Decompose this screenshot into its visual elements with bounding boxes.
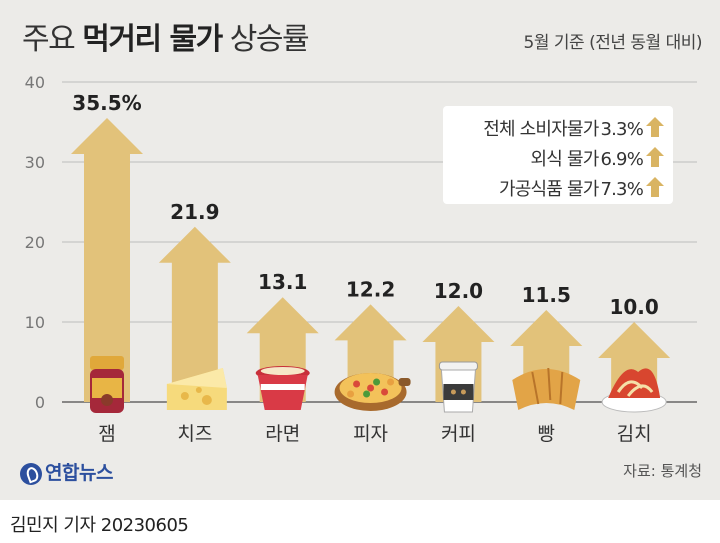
title-normal: 주요: [22, 22, 76, 57]
bar-chart: 0 10 20 30 40 35.5% 잼 21.9 치즈 13.1 라면 12.2 피자 12.0 커피 1…: [25, 73, 697, 445]
logo-text: 연합뉴스: [45, 462, 113, 484]
data-label: 12.2: [346, 277, 395, 301]
title-bold: 먹거리 물가: [82, 22, 223, 57]
up-arrow-icon: [646, 117, 664, 137]
up-arrow-icon: [646, 177, 664, 197]
x-tick-label: 잼: [98, 423, 115, 445]
data-label: 12.0: [434, 279, 483, 303]
y-tick-label: 10: [25, 313, 45, 332]
kimchi-icon: [601, 368, 667, 413]
legend-label: 외식 물가: [530, 149, 600, 170]
legend-box: 전체 소비자물가 3.3% 외식 물가 6.9% 가공식품 물가 7.3%: [443, 106, 673, 204]
legend-value: 7.3%: [600, 179, 643, 200]
legend-value: 6.9%: [600, 149, 643, 170]
source-text: 자료: 통계청: [623, 462, 702, 480]
pizza-icon: [334, 373, 411, 411]
legend-label: 전체 소비자물가: [483, 119, 599, 140]
credit-text: 김민지 기자 20230605: [10, 515, 189, 536]
title-suffix: 상승률: [229, 22, 310, 57]
cheese-icon: [166, 368, 227, 410]
legend-value: 3.3%: [600, 119, 643, 140]
yonhap-logo-icon: [20, 462, 42, 485]
jam-jar-icon: [90, 356, 124, 413]
coffee-cup-icon: [438, 361, 478, 413]
up-arrow-icon: [646, 147, 664, 167]
y-tick-label: 0: [35, 393, 45, 412]
x-tick-label: 피자: [353, 423, 388, 445]
yonhap-logo: 연합뉴스: [20, 458, 113, 485]
data-label: 10.0: [609, 295, 658, 319]
y-tick-label: 30: [25, 153, 45, 172]
data-label: 35.5%: [72, 91, 141, 115]
bar-arrow: [422, 306, 495, 402]
x-tick-label: 빵: [538, 423, 555, 445]
bread-icon: [512, 367, 581, 410]
legend-label: 가공식품 물가: [498, 179, 599, 200]
y-tick-label: 20: [25, 233, 45, 252]
chart-subtitle: 5월 기준 (전년 동월 대비): [523, 33, 703, 53]
y-tick-label: 40: [25, 73, 45, 92]
data-label: 11.5: [522, 283, 571, 307]
chart-title: 주요 먹거리 물가 상승률: [22, 14, 310, 58]
data-label: 21.9: [170, 200, 219, 224]
legend-row-dining: 외식 물가 6.9%: [531, 145, 644, 171]
bar-arrow: [158, 226, 231, 402]
x-tick-label: 라면: [265, 423, 300, 445]
ramen-cup-icon: [255, 366, 310, 410]
x-tick-label: 치즈: [177, 423, 212, 445]
x-tick-label: 커피: [441, 423, 476, 445]
legend-row-cpi: 전체 소비자물가 3.3%: [483, 115, 644, 141]
legend-row-processed: 가공식품 물가 7.3%: [498, 175, 644, 201]
bar-arrow: [71, 118, 143, 402]
x-tick-label: 김치: [617, 423, 652, 445]
data-label: 13.1: [258, 270, 307, 294]
